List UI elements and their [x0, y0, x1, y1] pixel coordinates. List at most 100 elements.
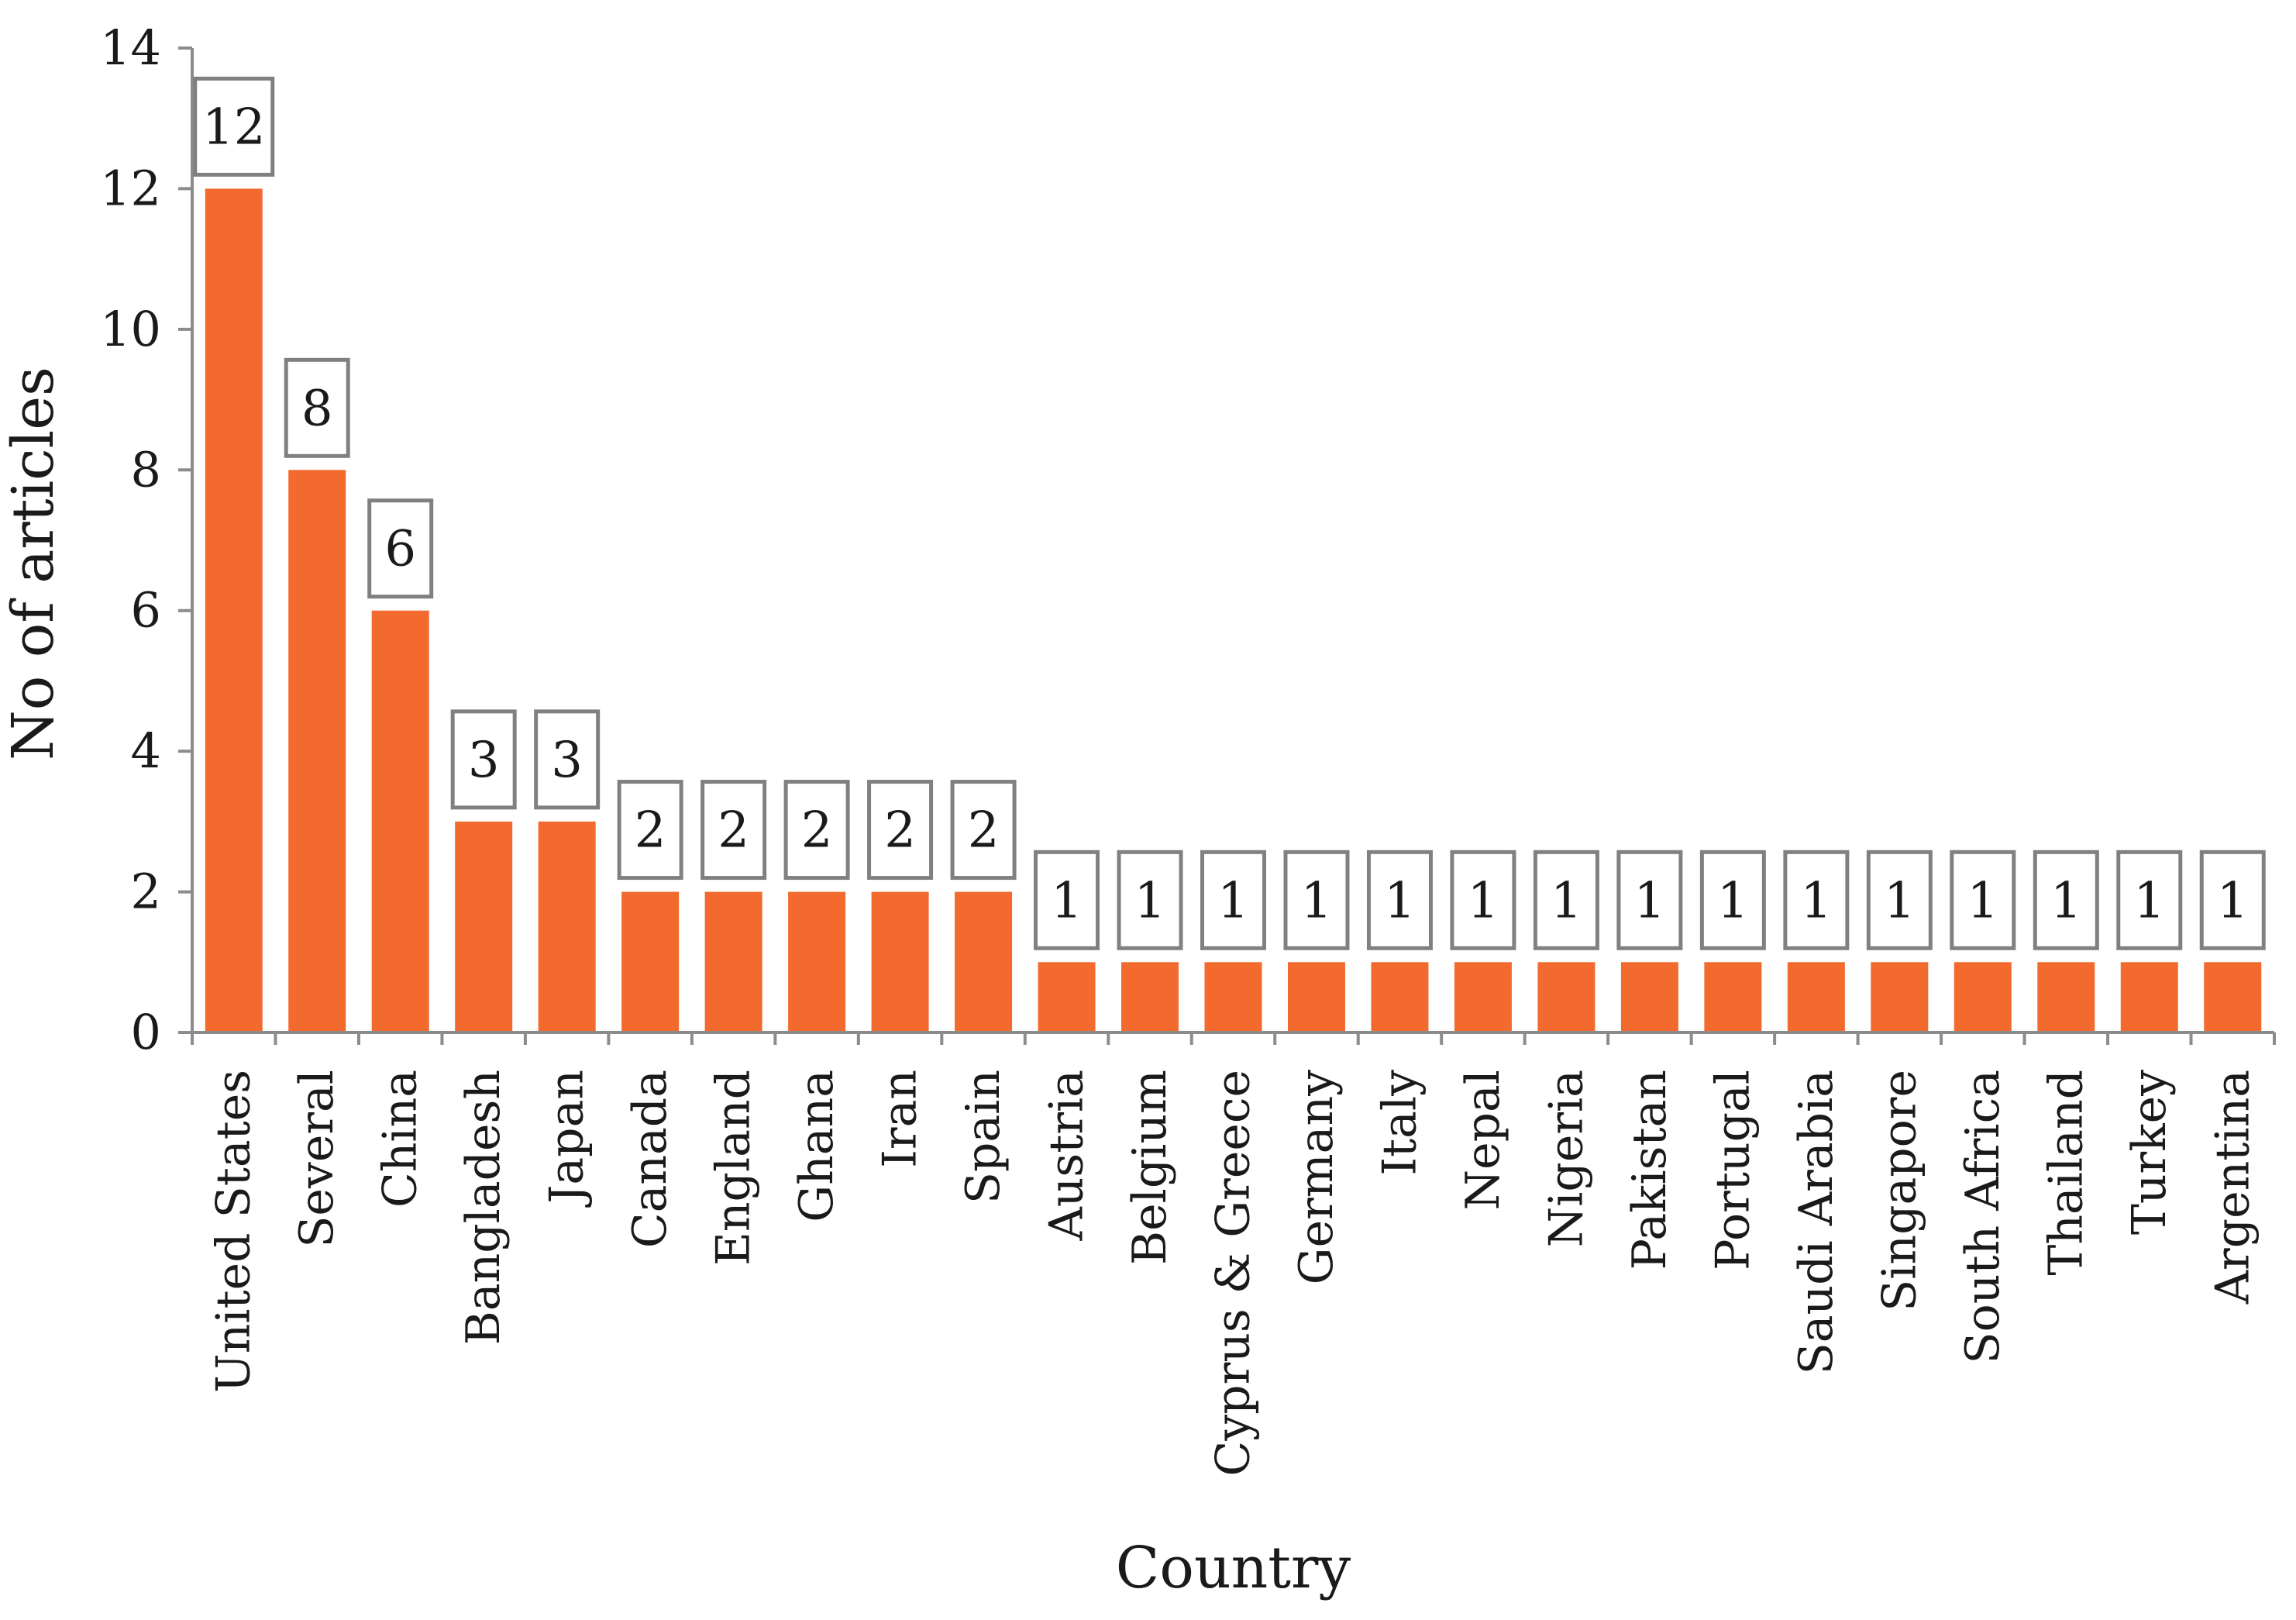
bar — [1204, 962, 1262, 1032]
data-label-box — [1366, 850, 1433, 950]
data-label: 1 — [1551, 872, 1582, 929]
data-label: 1 — [1468, 872, 1499, 929]
x-tick-label: United States — [207, 1070, 261, 1393]
bar — [1537, 962, 1595, 1032]
y-tick-label: 6 — [131, 582, 161, 639]
data-label-box — [1034, 850, 1100, 950]
x-tick-label: Several — [290, 1070, 344, 1248]
x-tick-label: Singapore — [1872, 1070, 1926, 1312]
x-tick-labels-group: United States Several China Bangladesh Japan… — [207, 1070, 2260, 1477]
bar — [1454, 962, 1512, 1032]
data-label-box — [950, 780, 1017, 881]
bar — [1787, 962, 1845, 1032]
y-tick-label: 4 — [131, 722, 161, 779]
data-label-box — [701, 780, 767, 881]
data-label: 1 — [1051, 872, 1083, 929]
data-label: 1 — [1301, 872, 1333, 929]
axes-group — [191, 48, 2276, 1045]
bar — [538, 821, 596, 1032]
data-label: 3 — [468, 732, 500, 789]
data-label-box — [2033, 850, 2099, 950]
data-label-box — [1117, 850, 1183, 950]
bar — [788, 891, 846, 1032]
data-label: 3 — [551, 732, 583, 789]
bar — [1371, 962, 1429, 1032]
bar — [1953, 962, 2012, 1032]
x-tick-label: Argentina — [2205, 1070, 2260, 1305]
data-label-box — [367, 498, 434, 599]
data-label-box — [450, 709, 517, 810]
bar — [288, 470, 346, 1032]
data-label-box — [2199, 850, 2266, 950]
data-label-box — [1950, 850, 2016, 950]
data-label: 6 — [384, 521, 416, 578]
data-label-box — [617, 780, 683, 881]
data-label: 2 — [635, 802, 666, 860]
data-label-box — [867, 780, 934, 881]
x-tick-label: Austria — [1040, 1070, 1094, 1242]
data-label: 1 — [1717, 872, 1749, 929]
y-tick-label: 12 — [100, 160, 161, 216]
data-label: 1 — [2050, 872, 2082, 929]
bar — [2037, 962, 2095, 1032]
x-tick-label: Turkey — [2122, 1070, 2177, 1235]
data-label: 1 — [2133, 872, 2165, 929]
data-label-box — [284, 357, 350, 458]
bar — [2120, 962, 2178, 1032]
x-tick-label: England — [707, 1070, 761, 1266]
data-label: 1 — [2217, 872, 2249, 929]
bar — [1038, 962, 1096, 1032]
data-label-box — [193, 76, 275, 177]
data-label: 2 — [718, 802, 749, 860]
data-label: 1 — [1217, 872, 1249, 929]
bar — [1704, 962, 1762, 1032]
data-label-box — [1783, 850, 1850, 950]
x-tick-label: Bangladesh — [456, 1070, 511, 1345]
y-tick-label: 2 — [131, 863, 161, 920]
data-label-box — [1200, 850, 1266, 950]
x-tick-label: Canada — [623, 1070, 677, 1248]
bar — [1620, 962, 1678, 1032]
data-label: 1 — [1634, 872, 1666, 929]
data-label: 1 — [1134, 872, 1166, 929]
data-label: 1 — [1801, 872, 1833, 929]
data-label-box — [1699, 850, 1766, 950]
data-label: 2 — [801, 802, 833, 860]
data-label: 1 — [1884, 872, 1916, 929]
bar — [1287, 962, 1345, 1032]
y-ticks-group: 0 2 4 6 8 10 12 14 — [100, 19, 192, 1060]
data-label: 2 — [968, 802, 1000, 860]
x-tick-label: Germany — [1289, 1070, 1344, 1284]
x-tick-label: Japan — [540, 1070, 594, 1208]
data-label-box — [2116, 850, 2183, 950]
bar — [871, 891, 929, 1032]
x-tick-label: Nigeria — [1539, 1070, 1593, 1247]
data-label: 1 — [1384, 872, 1416, 929]
bar — [621, 891, 680, 1032]
data-label-box — [1533, 850, 1599, 950]
bar — [1121, 962, 1179, 1032]
x-tick-label: Iran — [873, 1070, 928, 1168]
data-label-box — [534, 709, 601, 810]
bar — [955, 891, 1013, 1032]
y-tick-label: 14 — [100, 19, 161, 76]
bars-group — [205, 188, 2262, 1032]
bar — [704, 891, 762, 1032]
x-tick-label: Belgium — [1123, 1070, 1177, 1265]
data-label-box — [783, 780, 850, 881]
x-tick-label: Spain — [956, 1070, 1010, 1204]
bar — [455, 821, 513, 1032]
y-tick-label: 10 — [100, 301, 161, 357]
bar — [2204, 962, 2262, 1032]
x-tick-label: Pakistan — [1623, 1070, 1677, 1270]
x-tick-label: Nepal — [1456, 1070, 1510, 1210]
x-tick-label: Portugal — [1706, 1070, 1760, 1270]
x-axis-title: Country — [1116, 1535, 1351, 1601]
x-tick-label: Saudi Arabia — [1789, 1070, 1843, 1374]
data-label-box — [1866, 850, 1933, 950]
data-label: 8 — [301, 380, 333, 437]
x-tick-label: Thailand — [2039, 1070, 2093, 1276]
